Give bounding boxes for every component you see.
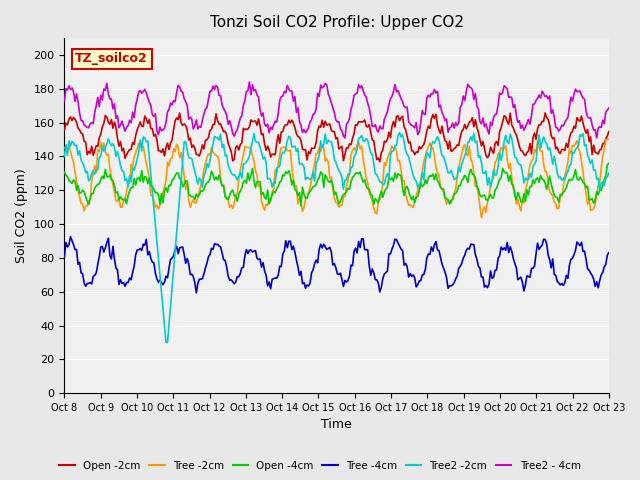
- X-axis label: Time: Time: [321, 419, 352, 432]
- Legend: Open -2cm, Tree -2cm, Open -4cm, Tree -4cm, Tree2 -2cm, Tree2 - 4cm: Open -2cm, Tree -2cm, Open -4cm, Tree -4…: [55, 456, 585, 475]
- Title: Tonzi Soil CO2 Profile: Upper CO2: Tonzi Soil CO2 Profile: Upper CO2: [210, 15, 463, 30]
- Y-axis label: Soil CO2 (ppm): Soil CO2 (ppm): [15, 168, 28, 263]
- Text: TZ_soilco2: TZ_soilco2: [76, 52, 148, 65]
